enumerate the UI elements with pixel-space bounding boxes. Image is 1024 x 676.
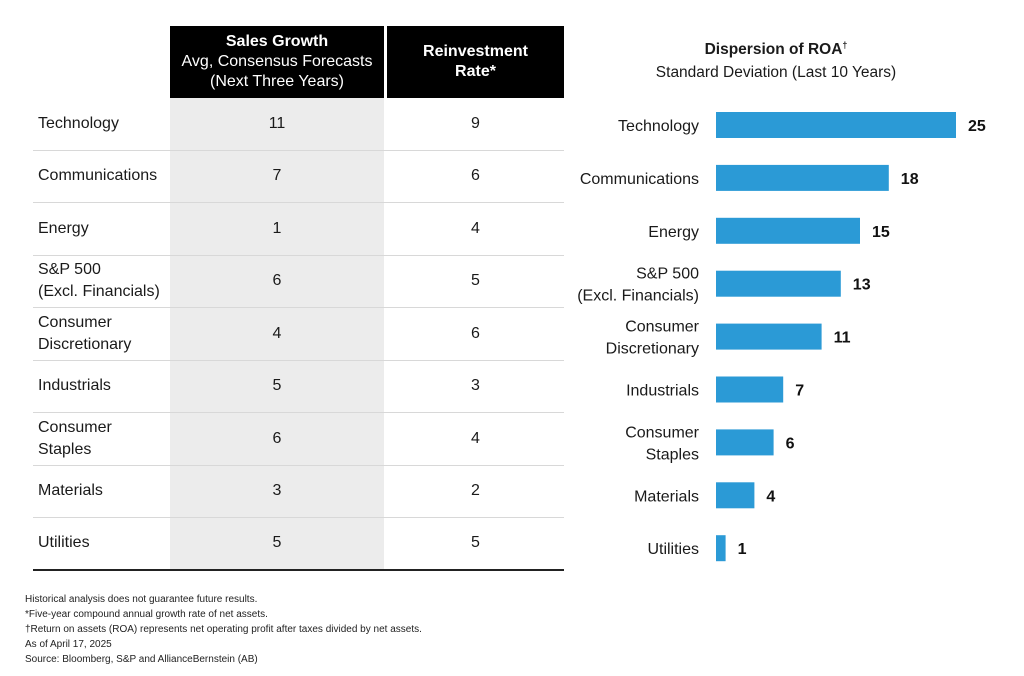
reinvestment-rate-value: 4 (471, 219, 480, 237)
sector-name: Consumer Discretionary (38, 313, 132, 353)
roa-bar (716, 482, 755, 509)
sales-growth-title: Sales Growth (225, 33, 329, 50)
roa-bar (716, 164, 889, 191)
roa-value-label: 25 (968, 118, 986, 135)
roa-value-label: 15 (872, 224, 890, 241)
reinvestment-rate-value: 5 (471, 272, 480, 290)
reinvestment-rate-value: 3 (471, 377, 480, 395)
roa-category-label: Materials (634, 488, 699, 505)
sector-name: Consumer Staples (38, 418, 112, 458)
table-row: Utilities 5 5 (33, 518, 564, 571)
footnote-date: As of April 17, 2025 (25, 639, 112, 650)
roa-category-label: Consumer (625, 424, 699, 441)
sales-growth-value: 5 (272, 534, 282, 552)
table-row: Consumer Discretionary 4 6 (33, 308, 564, 361)
roa-category-label: Consumer (625, 319, 699, 336)
roa-category-label: Industrials (626, 383, 699, 400)
sector-name: Technology (38, 114, 119, 132)
roa-category-label: Technology (618, 118, 699, 135)
roa-bar (716, 376, 784, 403)
table-row: Industrials 5 3 (33, 361, 564, 413)
footnotes: Historical analysis does not guarantee f… (25, 592, 422, 667)
roa-value-label: 18 (901, 171, 919, 188)
roa-category-label: Energy (648, 224, 699, 241)
sector-name: Industrials (38, 377, 111, 395)
reinvestment-rate-value: 5 (471, 534, 480, 552)
sector-name: Communications (38, 167, 158, 185)
sector-name: Utilities (38, 534, 90, 552)
table-row: Materials 3 2 (33, 466, 564, 518)
table-row: S&P 500 (Excl. Financials) 6 5 (33, 256, 564, 308)
reinvestment-title-1: Reinvestment (423, 43, 528, 60)
table-row: Communications 7 6 (33, 151, 564, 203)
reinvestment-rate-value: 6 (471, 324, 480, 342)
chart-subtitle: Standard Deviation (Last 10 Years) (655, 64, 897, 81)
table-body: Technology 11 9 Communications 7 6 Energ… (33, 98, 564, 571)
sales-growth-value: 7 (272, 167, 282, 185)
reinvestment-rate-header: Reinvestment Rate* (387, 26, 564, 98)
roa-category-label: Discretionary (606, 341, 699, 358)
sector-name: Materials (38, 482, 103, 500)
roa-category-label: S&P 500 (636, 266, 699, 283)
reinvestment-title-2: Rate* (455, 63, 496, 80)
roa-bar (716, 429, 774, 456)
table-row: Consumer Staples 6 4 (33, 413, 564, 466)
chart-title-mark: † (842, 40, 848, 50)
roa-category-label: Utilities (647, 541, 699, 558)
roa-value-label: 11 (834, 330, 851, 347)
roa-bar (716, 270, 841, 297)
sector-name: S&P 500 (Excl. Financials) (38, 261, 160, 301)
sales-growth-header: Sales Growth Avg, Consensus Forecasts (N… (170, 26, 384, 98)
sales-growth-value: 6 (272, 429, 282, 447)
reinvestment-rate-value: 6 (471, 167, 480, 185)
sector-name: Energy (38, 219, 89, 237)
roa-value-label: 6 (786, 435, 795, 452)
roa-bar (716, 112, 956, 138)
roa-category-label: Staples (646, 446, 699, 463)
sales-growth-subtitle-1: Avg, Consensus Forecasts (181, 53, 373, 70)
footnote-disclaimer: Historical analysis does not guarantee f… (25, 594, 258, 605)
roa-category-label: Communications (580, 171, 699, 188)
reinvestment-rate-value: 4 (471, 429, 480, 447)
sales-growth-value: 4 (272, 324, 282, 342)
roa-bar-chart: 25 Technology 18 Communications 15 Energy 13 S&… (577, 112, 986, 562)
roa-value-label: 4 (766, 488, 775, 505)
footnote-reinvestment: *Five-year compound annual growth rate o… (25, 609, 268, 620)
sales-growth-subtitle-2: (Next Three Years) (210, 73, 344, 90)
sales-growth-value: 1 (272, 219, 282, 237)
roa-bar (716, 217, 860, 244)
footnote-roa: †Return on assets (ROA) represents net o… (25, 624, 422, 635)
table-row: Technology 11 9 (33, 98, 564, 151)
roa-bar (716, 323, 822, 350)
roa-value-label: 7 (795, 383, 804, 400)
sales-growth-value: 5 (272, 377, 282, 395)
roa-value-label: 1 (738, 541, 747, 558)
roa-category-label: (Excl. Financials) (577, 288, 699, 305)
reinvestment-rate-value: 9 (471, 114, 480, 132)
sales-growth-value: 3 (272, 482, 282, 500)
sales-growth-value: 11 (268, 114, 286, 132)
chart-title: Dispersion of ROA† (704, 40, 848, 59)
roa-value-label: 13 (853, 277, 871, 294)
reinvestment-rate-value: 2 (471, 482, 480, 500)
table-row: Energy 1 4 (33, 203, 564, 256)
sales-growth-value: 6 (272, 272, 282, 290)
footnote-source: Source: Bloomberg, S&P and AllianceBerns… (25, 654, 258, 665)
sales-growth-column-shading (170, 98, 384, 570)
roa-bar (716, 535, 726, 562)
